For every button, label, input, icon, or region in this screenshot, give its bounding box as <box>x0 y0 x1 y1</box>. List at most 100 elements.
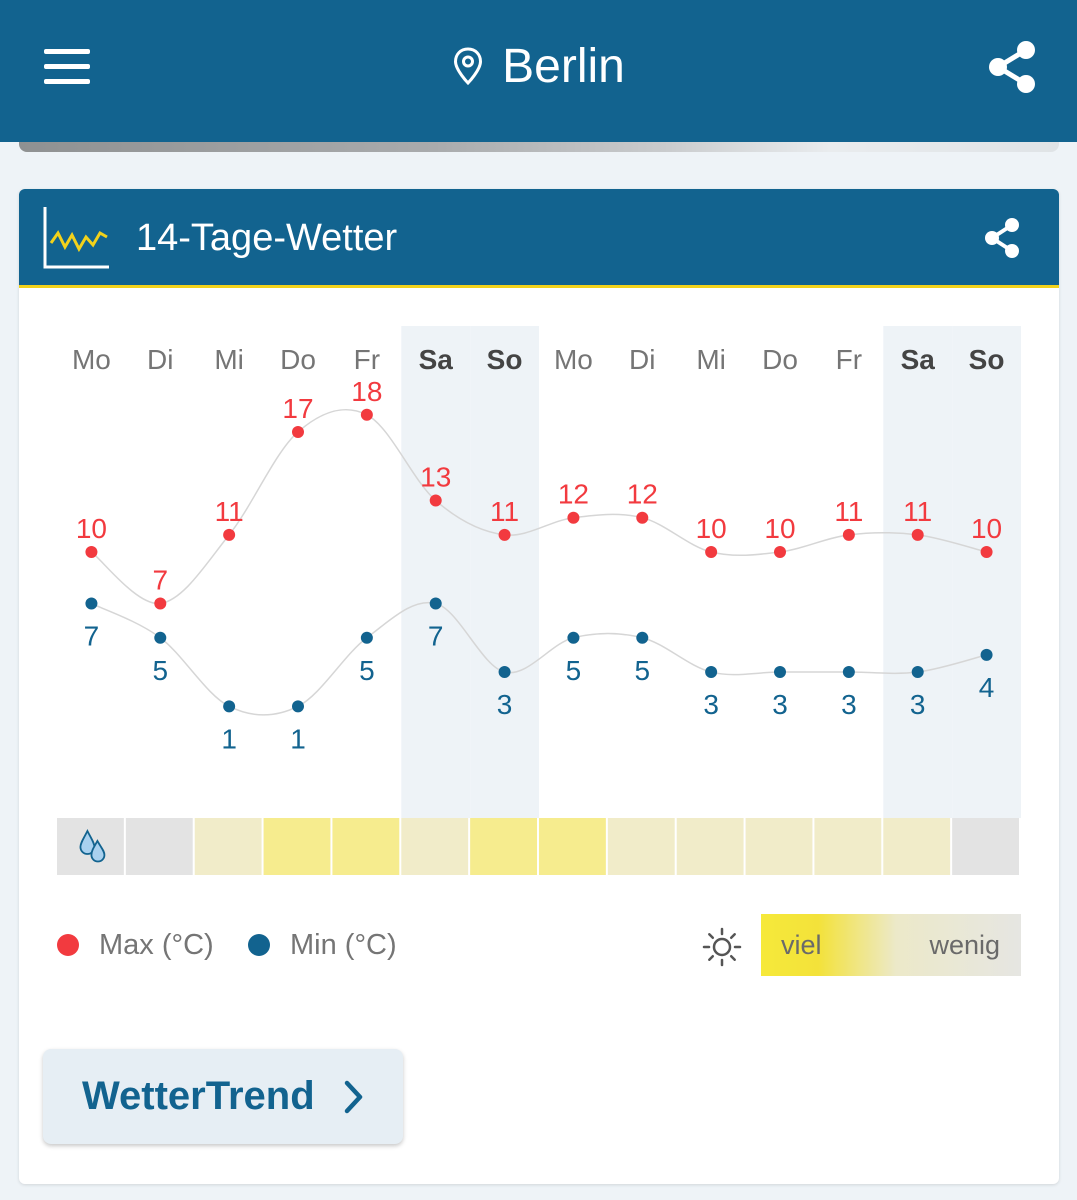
weekend-column <box>952 326 1021 818</box>
max-point <box>292 425 304 438</box>
sunshine-cell <box>745 818 813 875</box>
min-value-label: 5 <box>152 655 168 686</box>
max-point <box>705 546 718 558</box>
weekend-column <box>401 326 471 818</box>
scale-high-label: viel <box>781 930 822 960</box>
forecast-card: 14-Tage-Wetter Mo Di Mi Do Fr Sa So Mo Di Mi Do Fr S… <box>19 189 1059 1184</box>
max-point <box>85 546 98 558</box>
location-title[interactable]: Berlin <box>0 36 1077 96</box>
sunshine-cell <box>676 818 744 875</box>
max-value-label: 12 <box>558 479 589 510</box>
line-chart-icon <box>43 207 109 269</box>
city-name: Berlin <box>502 39 625 93</box>
sunshine-cell <box>194 818 262 875</box>
max-value-label: 18 <box>351 376 382 407</box>
min-value-label: 1 <box>290 723 306 754</box>
min-point <box>292 700 304 713</box>
day-label: Di <box>147 344 173 375</box>
max-value-label: 10 <box>764 513 795 544</box>
max-point <box>911 528 924 541</box>
card-title: 14-Tage-Wetter <box>136 217 398 259</box>
wettertrend-button[interactable]: WetterTrend <box>43 1049 403 1144</box>
min-point <box>636 631 649 644</box>
max-point <box>154 597 167 610</box>
min-point <box>154 631 167 644</box>
weekend-column <box>883 326 953 818</box>
max-value-label: 12 <box>627 479 658 510</box>
max-value-label: 11 <box>903 496 932 527</box>
max-value-label: 11 <box>490 496 519 527</box>
day-label: Do <box>762 344 798 375</box>
day-label: Mo <box>72 344 111 375</box>
min-point <box>705 666 718 679</box>
min-value-label: 3 <box>910 689 926 720</box>
min-point <box>223 700 236 713</box>
sunshine-cell <box>952 818 1019 875</box>
sunshine-cell <box>539 818 606 875</box>
wettertrend-label: WetterTrend <box>82 1074 315 1118</box>
location-pin-icon <box>454 47 483 86</box>
max-value-label: 7 <box>152 564 168 595</box>
share-icon[interactable] <box>986 40 1038 94</box>
max-dot <box>57 934 79 956</box>
legend-max: Max (°C) <box>57 915 214 975</box>
day-label: Mo <box>554 344 593 375</box>
weekend-column <box>470 326 539 818</box>
legend-max-label: Max (°C) <box>99 928 214 961</box>
sunshine-cell <box>125 818 193 875</box>
max-value-label: 10 <box>971 513 1002 544</box>
scale-low-label: wenig <box>929 930 1000 960</box>
legend-min: Min (°C) <box>248 915 397 975</box>
card-header: 14-Tage-Wetter <box>19 189 1059 288</box>
sunshine-scale: viel wenig <box>761 914 1021 976</box>
sun-icon <box>702 927 742 967</box>
min-value-label: 3 <box>497 689 513 720</box>
day-label: Sa <box>419 344 454 375</box>
sunshine-cell <box>263 818 331 875</box>
max-value-label: 11 <box>215 496 244 527</box>
max-point <box>842 528 855 541</box>
day-label: Fr <box>836 344 862 375</box>
max-point <box>567 511 580 524</box>
hamburger-menu-icon[interactable] <box>44 49 90 85</box>
min-point <box>429 597 442 610</box>
max-point <box>360 408 373 421</box>
min-point <box>567 631 580 644</box>
day-label: Sa <box>901 344 936 375</box>
day-label: So <box>969 344 1005 375</box>
min-point <box>85 597 98 610</box>
min-point <box>774 666 786 679</box>
legend-min-label: Min (°C) <box>290 928 397 961</box>
min-point <box>360 631 373 644</box>
max-point <box>429 494 442 507</box>
min-value-label: 4 <box>979 672 995 703</box>
min-value-label: 5 <box>566 655 582 686</box>
max-value-label: 11 <box>834 496 863 527</box>
sunshine-cell <box>883 818 951 875</box>
min-value-label: 5 <box>634 655 650 686</box>
max-value-label: 17 <box>282 393 313 424</box>
max-value-label: 10 <box>696 513 727 544</box>
day-label: Mi <box>696 344 726 375</box>
chevron-right-icon <box>344 1080 363 1114</box>
min-point <box>498 666 511 679</box>
app-bar: Berlin <box>0 0 1077 142</box>
raindrops-icon <box>79 828 106 863</box>
max-point <box>636 511 649 524</box>
share-icon[interactable] <box>983 217 1021 259</box>
min-point <box>911 666 924 679</box>
min-value-label: 1 <box>221 723 237 754</box>
max-point <box>774 546 786 558</box>
sunshine-cell <box>470 818 537 875</box>
min-value-label: 7 <box>428 620 444 651</box>
sunshine-cell <box>401 818 469 875</box>
temperature-chart: Mo Di Mi Do Fr Sa So Mo Di Mi Do Fr Sa So107111718131… <box>57 326 1021 875</box>
min-value-label: 3 <box>703 689 719 720</box>
day-label: Di <box>629 344 655 375</box>
max-point <box>980 546 993 558</box>
max-point <box>498 528 511 541</box>
min-value-label: 3 <box>841 689 857 720</box>
min-value-label: 7 <box>84 620 100 651</box>
min-point <box>980 648 993 661</box>
max-value-label: 10 <box>76 513 107 544</box>
